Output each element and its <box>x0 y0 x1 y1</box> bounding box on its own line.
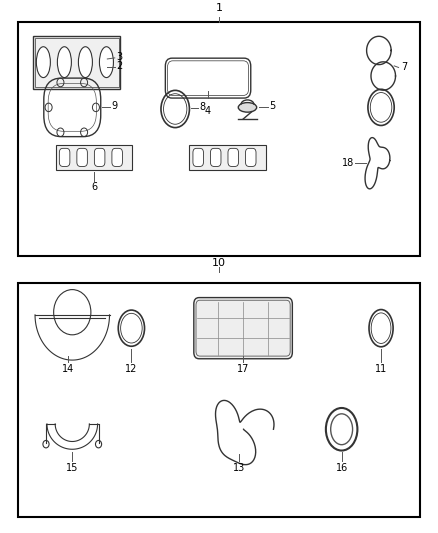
Text: 12: 12 <box>125 364 138 374</box>
Bar <box>33 36 120 89</box>
Text: 4: 4 <box>205 106 211 116</box>
FancyBboxPatch shape <box>59 148 70 166</box>
Text: 17: 17 <box>237 364 249 374</box>
Bar <box>18 283 420 517</box>
Text: 9: 9 <box>112 101 118 111</box>
Bar <box>18 22 420 256</box>
Ellipse shape <box>78 47 92 78</box>
Text: 7: 7 <box>401 62 407 72</box>
FancyBboxPatch shape <box>94 148 105 166</box>
FancyBboxPatch shape <box>77 148 87 166</box>
FancyBboxPatch shape <box>210 148 221 166</box>
Text: 10: 10 <box>212 258 226 268</box>
Text: 8: 8 <box>199 102 205 112</box>
FancyBboxPatch shape <box>194 297 293 359</box>
Bar <box>56 144 132 170</box>
Text: 6: 6 <box>91 182 97 192</box>
Text: 13: 13 <box>233 463 245 473</box>
FancyBboxPatch shape <box>112 148 122 166</box>
Text: 1: 1 <box>215 3 223 13</box>
Ellipse shape <box>238 102 257 112</box>
Text: 16: 16 <box>336 463 348 473</box>
Ellipse shape <box>36 47 50 78</box>
FancyBboxPatch shape <box>228 148 238 166</box>
FancyBboxPatch shape <box>245 148 256 166</box>
Text: 2: 2 <box>116 61 122 71</box>
Ellipse shape <box>99 47 113 78</box>
Text: 18: 18 <box>342 158 354 168</box>
FancyBboxPatch shape <box>193 148 203 166</box>
Text: 14: 14 <box>62 364 74 374</box>
Bar <box>189 144 266 170</box>
Text: 3: 3 <box>116 52 122 62</box>
Text: 15: 15 <box>66 463 78 473</box>
Ellipse shape <box>57 47 71 78</box>
Text: 5: 5 <box>269 101 276 111</box>
Text: 11: 11 <box>375 364 387 374</box>
Bar <box>35 38 119 87</box>
